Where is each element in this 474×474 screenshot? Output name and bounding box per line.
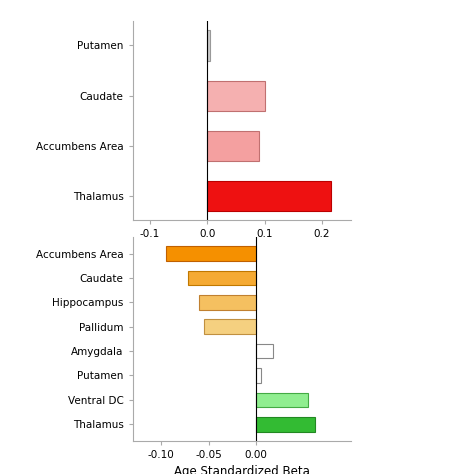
Bar (207, 181, 331, 211)
Bar (256, 368, 261, 383)
Bar (256, 392, 308, 407)
Bar (166, 246, 256, 261)
Bar (207, 30, 210, 61)
X-axis label: Age Standardized Beta: Age Standardized Beta (174, 465, 310, 474)
Bar (256, 417, 315, 431)
X-axis label: Sex Standardized Beta: Sex Standardized Beta (174, 245, 309, 258)
Bar (188, 271, 256, 285)
Bar (256, 344, 273, 358)
Bar (204, 319, 256, 334)
Bar (207, 81, 264, 111)
Bar (199, 295, 256, 310)
Bar (207, 131, 259, 161)
